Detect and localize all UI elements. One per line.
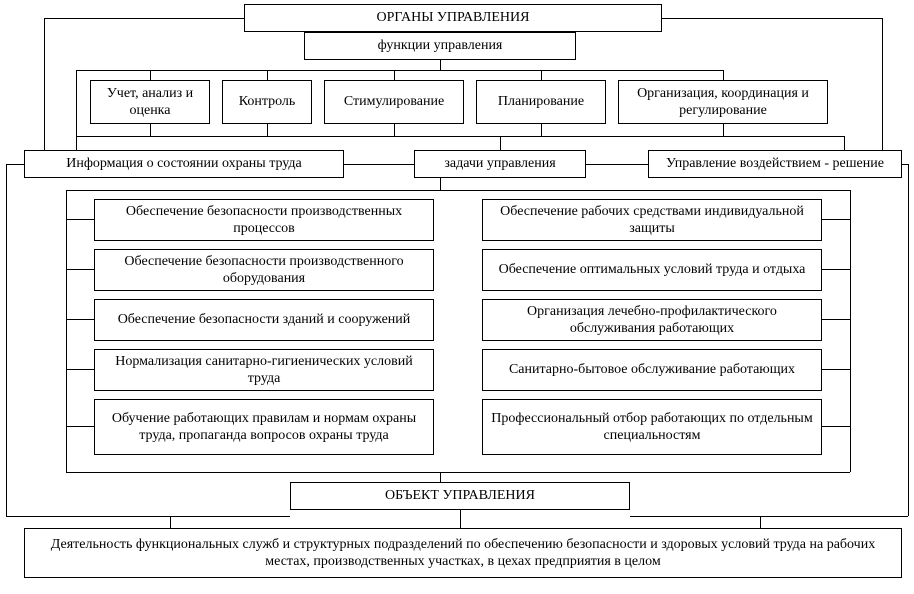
node-t3l: Обеспечение безопасности зданий и сооруж… bbox=[94, 299, 434, 341]
node-label-object: ОБЪЕКТ УПРАВЛЕНИЯ bbox=[385, 487, 535, 505]
connector-10 bbox=[541, 124, 542, 136]
node-t3r: Организация лечебно-профилактического об… bbox=[482, 299, 822, 341]
connector-3 bbox=[267, 70, 268, 80]
connector-8 bbox=[267, 124, 268, 136]
connector-45 bbox=[902, 164, 908, 165]
connector-5 bbox=[541, 70, 542, 80]
connector-30 bbox=[66, 319, 94, 320]
connector-34 bbox=[822, 269, 850, 270]
connector-25 bbox=[66, 472, 850, 473]
node-tasks: задачи управления bbox=[414, 150, 586, 178]
connector-13 bbox=[500, 136, 501, 150]
connector-24 bbox=[66, 190, 850, 191]
node-label-t2r: Обеспечение оптимальных условий труда и … bbox=[499, 261, 806, 279]
connector-17 bbox=[44, 18, 244, 19]
connector-19 bbox=[662, 18, 882, 19]
connector-9 bbox=[394, 124, 395, 136]
node-f4: Планирование bbox=[476, 80, 606, 124]
node-f2: Контроль bbox=[222, 80, 312, 124]
node-label-leftmid: Информация о состоянии охраны труда bbox=[66, 155, 302, 173]
connector-16 bbox=[44, 18, 45, 150]
node-label-bottom: Деятельность функциональных служб и стру… bbox=[31, 536, 895, 571]
node-title: ОРГАНЫ УПРАВЛЕНИЯ bbox=[244, 4, 662, 32]
connector-6 bbox=[723, 70, 724, 80]
node-t1r: Обеспечение рабочих средствами индивидуа… bbox=[482, 199, 822, 241]
connector-20 bbox=[344, 164, 414, 165]
node-label-tasks: задачи управления bbox=[444, 155, 555, 173]
node-label-t5r: Профессиональный отбор работающих по отд… bbox=[489, 410, 815, 445]
connector-27 bbox=[440, 472, 441, 482]
connector-32 bbox=[66, 426, 94, 427]
node-label-t3l: Обеспечение безопасности зданий и сооруж… bbox=[118, 311, 411, 329]
connector-22 bbox=[66, 190, 67, 472]
node-label-t1l: Обеспечение безопасности производственны… bbox=[101, 203, 427, 238]
node-t2r: Обеспечение оптимальных условий труда и … bbox=[482, 249, 822, 291]
connector-35 bbox=[822, 319, 850, 320]
node-label-t1r: Обеспечение рабочих средствами индивидуа… bbox=[489, 203, 815, 238]
connector-2 bbox=[150, 70, 151, 80]
connector-41 bbox=[170, 516, 171, 528]
node-t2l: Обеспечение безопасности производственно… bbox=[94, 249, 434, 291]
connector-29 bbox=[66, 269, 94, 270]
connector-42 bbox=[630, 516, 908, 517]
connector-15 bbox=[844, 136, 845, 150]
connector-39 bbox=[6, 164, 7, 516]
node-f3: Стимулирование bbox=[324, 80, 464, 124]
connector-43 bbox=[760, 516, 761, 528]
connector-40 bbox=[6, 516, 290, 517]
node-t4r: Санитарно-бытовое обслуживание работающи… bbox=[482, 349, 822, 391]
connector-4 bbox=[394, 70, 395, 80]
connector-38 bbox=[6, 164, 24, 165]
node-f1: Учет, анализ и оценка bbox=[90, 80, 210, 124]
node-label-t2l: Обеспечение безопасности производственно… bbox=[101, 253, 427, 288]
connector-26 bbox=[440, 178, 441, 190]
node-functions: функции управления bbox=[304, 32, 576, 60]
node-rightmid: Управление воздействием - решение bbox=[648, 150, 902, 178]
connector-44 bbox=[908, 164, 909, 516]
node-leftmid: Информация о состоянии охраны труда bbox=[24, 150, 344, 178]
connector-7 bbox=[150, 124, 151, 136]
node-label-t3r: Организация лечебно-профилактического об… bbox=[489, 303, 815, 338]
connector-31 bbox=[66, 369, 94, 370]
connector-46 bbox=[460, 510, 461, 528]
node-label-f1: Учет, анализ и оценка bbox=[97, 85, 203, 120]
node-label-functions: функции управления bbox=[378, 37, 503, 55]
node-label-f2: Контроль bbox=[239, 93, 296, 111]
node-t5r: Профессиональный отбор работающих по отд… bbox=[482, 399, 822, 455]
connector-1 bbox=[440, 60, 441, 70]
connector-18 bbox=[882, 18, 883, 150]
node-t4l: Нормализация санитарно-гигиенических усл… bbox=[94, 349, 434, 391]
node-label-f4: Планирование bbox=[498, 93, 584, 111]
connector-37 bbox=[822, 426, 850, 427]
node-label-f5: Организация, координация и регулирование bbox=[625, 85, 821, 120]
node-label-t5l: Обучение работающих правилам и нормам ох… bbox=[101, 410, 427, 445]
node-label-t4l: Нормализация санитарно-гигиенических усл… bbox=[101, 353, 427, 388]
node-label-f3: Стимулирование bbox=[344, 93, 444, 111]
connector-28 bbox=[66, 219, 94, 220]
node-label-title: ОРГАНЫ УПРАВЛЕНИЯ bbox=[377, 9, 530, 27]
node-object: ОБЪЕКТ УПРАВЛЕНИЯ bbox=[290, 482, 630, 510]
connector-36 bbox=[822, 369, 850, 370]
connector-11 bbox=[723, 124, 724, 136]
node-label-t4r: Санитарно-бытовое обслуживание работающи… bbox=[509, 361, 795, 379]
connector-0 bbox=[76, 70, 723, 71]
node-t5l: Обучение работающих правилам и нормам ох… bbox=[94, 399, 434, 455]
node-t1l: Обеспечение безопасности производственны… bbox=[94, 199, 434, 241]
connector-21 bbox=[586, 164, 648, 165]
connector-12 bbox=[76, 136, 844, 137]
connector-23 bbox=[850, 190, 851, 472]
node-label-rightmid: Управление воздействием - решение bbox=[666, 155, 884, 173]
connector-14 bbox=[76, 70, 77, 150]
node-bottom: Деятельность функциональных служб и стру… bbox=[24, 528, 902, 578]
node-f5: Организация, координация и регулирование bbox=[618, 80, 828, 124]
connector-33 bbox=[822, 219, 850, 220]
